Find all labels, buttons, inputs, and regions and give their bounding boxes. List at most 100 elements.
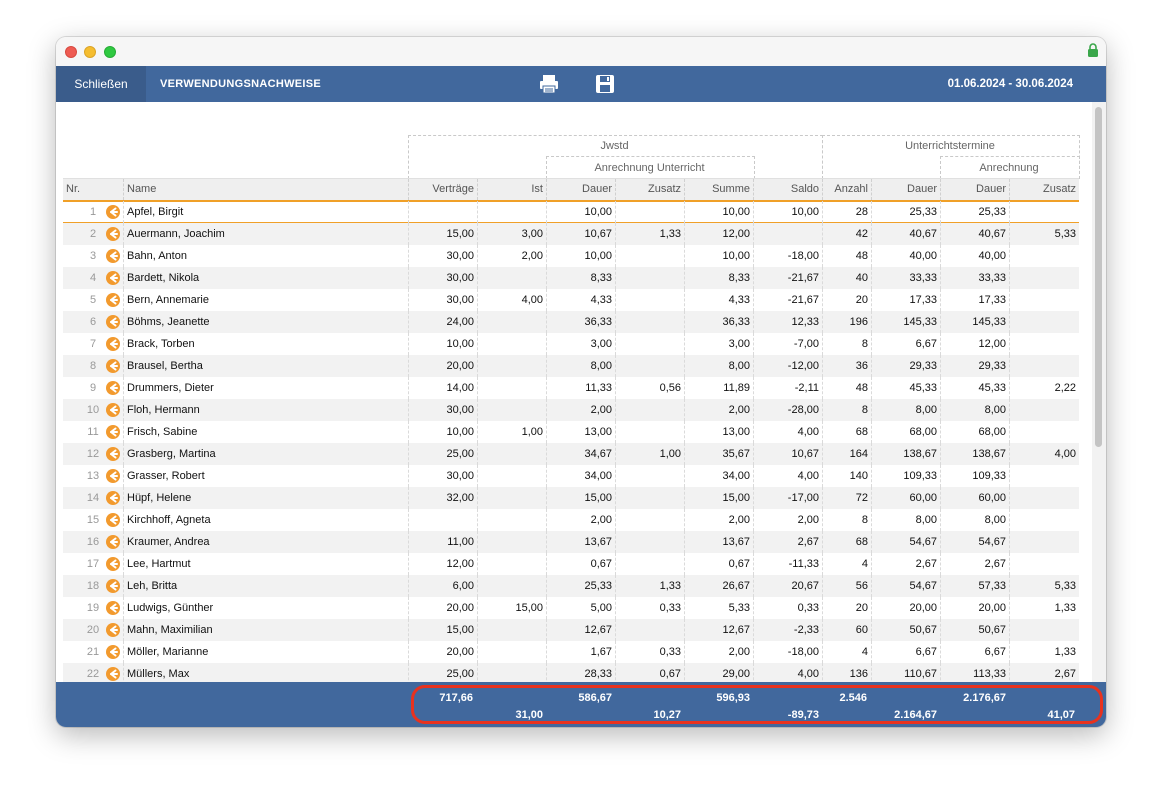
col-saldo-cell: [753, 223, 822, 245]
table-row[interactable]: 7 Brack, Torben 10,00 3,00 3,00 -7,00 8 6,67 12,…: [63, 333, 1079, 355]
table-row[interactable]: 6 Böhms, Jeanette 24,00 36,33 36,33 12,33 196 1…: [63, 311, 1079, 333]
arrow-left-icon[interactable]: [106, 557, 120, 571]
app-window: Schließen VERWENDUNGSNACHWEISE 01.06.202…: [56, 37, 1106, 727]
table-row[interactable]: 14 Hüpf, Helene 32,00 15,00 15,00 -17,00 72 60,…: [63, 487, 1079, 509]
table-row[interactable]: 13 Grasser, Robert 30,00 34,00 34,00 4,00 140 1…: [63, 465, 1079, 487]
col-anzahl-cell: 48: [822, 245, 871, 267]
arrow-left-icon[interactable]: [106, 579, 120, 593]
table-row[interactable]: 18 Leh, Britta 6,00 25,33 1,33 26,67 20,67 56 54…: [63, 575, 1079, 597]
col-nr-cell: 18: [86, 580, 100, 592]
col-anr-dauer-cell: 2,67: [940, 553, 1009, 575]
table-row[interactable]: 21 Möller, Marianne 20,00 1,67 0,33 2,00 -18,0…: [63, 641, 1079, 663]
arrow-left-icon[interactable]: [106, 513, 120, 527]
table-row[interactable]: 10 Floh, Hermann 30,00 2,00 2,00 -28,00 8 8,00 8…: [63, 399, 1079, 421]
col-ist-cell: [477, 201, 546, 223]
vertical-scrollbar[interactable]: [1092, 102, 1106, 682]
col-dauer-cell: 0,67: [546, 553, 615, 575]
col-name-header[interactable]: Name: [123, 179, 408, 200]
col-summe-cell: 13,00: [684, 421, 753, 443]
printer-icon[interactable]: [537, 72, 561, 96]
col-name-cell: Ludwigs, Günther: [123, 597, 408, 619]
col-ist-cell: 4,00: [477, 289, 546, 311]
table-row[interactable]: 12 Grasberg, Martina 25,00 34,67 1,00 35,67 10…: [63, 443, 1079, 465]
col-nr-cell: 14: [86, 492, 100, 504]
col-name-cell: Apfel, Birgit: [123, 201, 408, 223]
col-ist-header[interactable]: Ist: [477, 179, 546, 200]
arrow-left-icon[interactable]: [106, 205, 120, 219]
col-anr-dauer-cell: 68,00: [940, 421, 1009, 443]
arrow-left-icon[interactable]: [106, 381, 120, 395]
floppy-disk-icon[interactable]: [593, 72, 617, 96]
col-dauer-header[interactable]: Dauer: [546, 179, 615, 200]
table-row[interactable]: 5 Bern, Annemarie 30,00 4,00 4,33 4,33 -21,67 2…: [63, 289, 1079, 311]
arrow-left-icon[interactable]: [106, 271, 120, 285]
col-summe-cell: 15,00: [684, 487, 753, 509]
arrow-left-icon[interactable]: [106, 447, 120, 461]
col-name-cell: Frisch, Sabine: [123, 421, 408, 443]
col-anr-zusatz-cell: 1,33: [1009, 641, 1079, 663]
scrollbar-thumb[interactable]: [1095, 107, 1102, 447]
table-row[interactable]: 3 Bahn, Anton 30,00 2,00 10,00 10,00 -18,00 48 4…: [63, 245, 1079, 267]
close-window-button[interactable]: [65, 46, 77, 58]
col-anr-dauer-cell: 113,33: [940, 663, 1009, 685]
col-nr-header[interactable]: Nr.: [66, 183, 81, 195]
close-button[interactable]: Schließen: [56, 66, 146, 102]
col-vertraege-header[interactable]: Verträge: [408, 179, 477, 200]
table-row[interactable]: 19 Ludwigs, Günther 20,00 15,00 5,00 0,33 5,33…: [63, 597, 1079, 619]
arrow-left-icon[interactable]: [106, 667, 120, 681]
arrow-left-icon[interactable]: [106, 293, 120, 307]
col-vertraege-cell: 24,00: [408, 311, 477, 333]
col-name-cell: Lee, Hartmut: [123, 553, 408, 575]
col-anr-dauer-header[interactable]: Dauer: [940, 179, 1009, 200]
arrow-left-icon[interactable]: [106, 469, 120, 483]
col-ut-dauer-header[interactable]: Dauer: [871, 179, 940, 200]
arrow-left-icon[interactable]: [106, 645, 120, 659]
col-saldo-header[interactable]: Saldo: [753, 179, 822, 200]
col-nr-cell: 12: [86, 448, 100, 460]
col-zusatz-cell: 0,33: [615, 641, 684, 663]
col-dauer-cell: 10,00: [546, 201, 615, 223]
table-row[interactable]: 15 Kirchhoff, Agneta 2,00 2,00 2,00 8 8,00 8,00: [63, 509, 1079, 531]
col-anzahl-cell: 8: [822, 399, 871, 421]
arrow-left-icon[interactable]: [106, 337, 120, 351]
col-saldo-cell: -28,00: [753, 399, 822, 421]
col-summe-header[interactable]: Summe: [684, 179, 753, 200]
table-row[interactable]: 11 Frisch, Sabine 10,00 1,00 13,00 13,00 4,00 6…: [63, 421, 1079, 443]
col-anr-zusatz-header[interactable]: Zusatz: [1009, 179, 1079, 200]
arrow-left-icon[interactable]: [106, 601, 120, 615]
table-row[interactable]: 2 Auermann, Joachim 15,00 3,00 10,67 1,33 12,0…: [63, 223, 1079, 245]
table-row[interactable]: 4 Bardett, Nikola 30,00 8,33 8,33 -21,67 40 33,…: [63, 267, 1079, 289]
col-zusatz-header[interactable]: Zusatz: [615, 179, 684, 200]
arrow-left-icon[interactable]: [106, 491, 120, 505]
col-anzahl-header[interactable]: Anzahl: [822, 179, 871, 200]
table-row[interactable]: 8 Brausel, Bertha 20,00 8,00 8,00 -12,00 36 29,…: [63, 355, 1079, 377]
col-dauer-cell: 36,33: [546, 311, 615, 333]
arrow-left-icon[interactable]: [106, 623, 120, 637]
table-row[interactable]: 17 Lee, Hartmut 12,00 0,67 0,67 -11,33 4 2,67 2,…: [63, 553, 1079, 575]
table-row[interactable]: 20 Mahn, Maximilian 15,00 12,67 12,67 -2,33 60…: [63, 619, 1079, 641]
arrow-left-icon[interactable]: [106, 227, 120, 241]
arrow-left-icon[interactable]: [106, 249, 120, 263]
col-summe-cell: 10,00: [684, 201, 753, 223]
arrow-left-icon[interactable]: [106, 359, 120, 373]
table-row[interactable]: 22 Müllers, Max 25,00 28,33 0,67 29,00 4,00 136…: [63, 663, 1079, 685]
arrow-left-icon[interactable]: [106, 403, 120, 417]
col-ist-cell: 3,00: [477, 223, 546, 245]
table-row[interactable]: 9 Drummers, Dieter 14,00 11,33 0,56 11,89 -2,1…: [63, 377, 1079, 399]
total-dauer: 586,67: [578, 692, 612, 704]
col-summe-cell: 12,00: [684, 223, 753, 245]
arrow-left-icon[interactable]: [106, 315, 120, 329]
col-dauer-cell: 5,00: [546, 597, 615, 619]
col-saldo-cell: -18,00: [753, 641, 822, 663]
col-anzahl-cell: 40: [822, 267, 871, 289]
arrow-left-icon[interactable]: [106, 535, 120, 549]
col-nr-cell: 20: [86, 624, 100, 636]
table-row[interactable]: 1 Apfel, Birgit 10,00 10,00 10,00 28 25,33 25,3…: [63, 201, 1079, 223]
zoom-window-button[interactable]: [104, 46, 116, 58]
col-summe-cell: 2,00: [684, 641, 753, 663]
minimize-window-button[interactable]: [84, 46, 96, 58]
col-vertraege-cell: 20,00: [408, 355, 477, 377]
col-dauer-cell: 10,67: [546, 223, 615, 245]
arrow-left-icon[interactable]: [106, 425, 120, 439]
table-row[interactable]: 16 Kraumer, Andrea 11,00 13,67 13,67 2,67 68 54…: [63, 531, 1079, 553]
